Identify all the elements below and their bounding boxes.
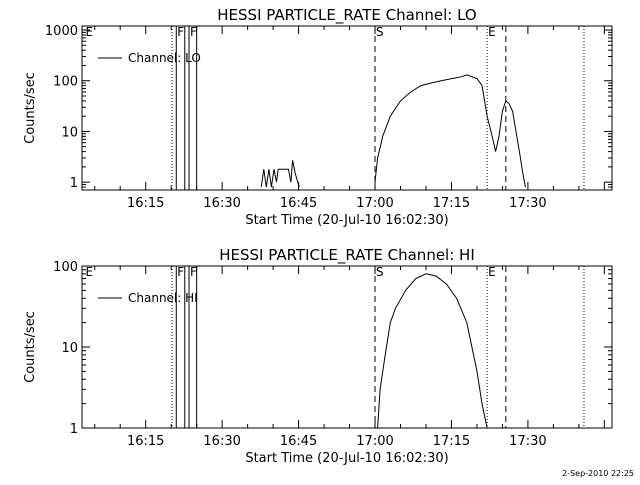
panel1-series-line: [374, 74, 526, 188]
panel2-event-marker-label: E: [86, 265, 94, 279]
panel1-y-tick-label: 1: [70, 176, 78, 191]
panel2-event-marker-label: F: [190, 265, 197, 279]
panel1-title: HESSI PARTICLE_RATE Channel: LO: [217, 6, 476, 25]
panel2-series-line: [377, 273, 488, 429]
panel1-series-line: [260, 160, 300, 188]
panel2-x-tick-label: 16:15: [127, 434, 164, 449]
panel2-x-tick-label: 16:30: [203, 434, 240, 449]
panel2-x-tick-label: 17:30: [509, 434, 546, 449]
panel2-y-tick-label: 100: [53, 260, 78, 275]
panel1-event-marker-label: S: [376, 25, 384, 39]
panel2-x-axis-label: Start Time (20-Jul-10 16:02:30): [245, 451, 448, 466]
panel2-event-marker-label: F: [177, 265, 184, 279]
panel1-y-tick-label: 1000: [45, 24, 78, 39]
panel1-x-tick-label: 16:45: [280, 196, 317, 211]
panel1-y-axis-label: Counts/sec: [23, 72, 38, 144]
panel1-event-marker-label: E: [86, 25, 94, 39]
panel1-event-marker-label: E: [488, 25, 496, 39]
panel1-x-tick-label: 17:00: [356, 196, 393, 211]
panel2-x-tick-label: 16:45: [280, 434, 317, 449]
panel1-x-tick-label: 16:30: [203, 196, 240, 211]
panel1-x-tick-label: 16:15: [127, 196, 164, 211]
panel2-y-tick-label: 10: [61, 341, 78, 356]
panel1-plot-frame: [81, 25, 613, 191]
panel2-x-tick-label: 17:15: [433, 434, 470, 449]
panel1-y-tick-label: 100: [53, 75, 78, 90]
panel2-legend-label: Channel: HI: [128, 291, 198, 305]
timestamp: 2-Sep-2010 22:25: [562, 469, 634, 478]
panel2-y-axis-label: Counts/sec: [23, 311, 38, 383]
panel1-x-tick-label: 17:15: [433, 196, 470, 211]
panel1-y-tick-label: 10: [61, 125, 78, 140]
panel1-x-tick-label: 17:30: [509, 196, 546, 211]
panel1-x-axis-label: Start Time (20-Jul-10 16:02:30): [245, 213, 448, 228]
panel2-event-marker-label: S: [376, 265, 384, 279]
panel1-legend-label: Channel: LO: [128, 51, 201, 65]
panel1-event-marker-label: F: [177, 25, 184, 39]
panel1-event-marker-label: F: [190, 25, 197, 39]
panel2-x-tick-label: 17:00: [356, 434, 393, 449]
panel2-title: HESSI PARTICLE_RATE Channel: HI: [219, 246, 475, 265]
panel2-y-tick-label: 1: [70, 422, 78, 437]
panel2-event-marker-label: E: [488, 265, 496, 279]
